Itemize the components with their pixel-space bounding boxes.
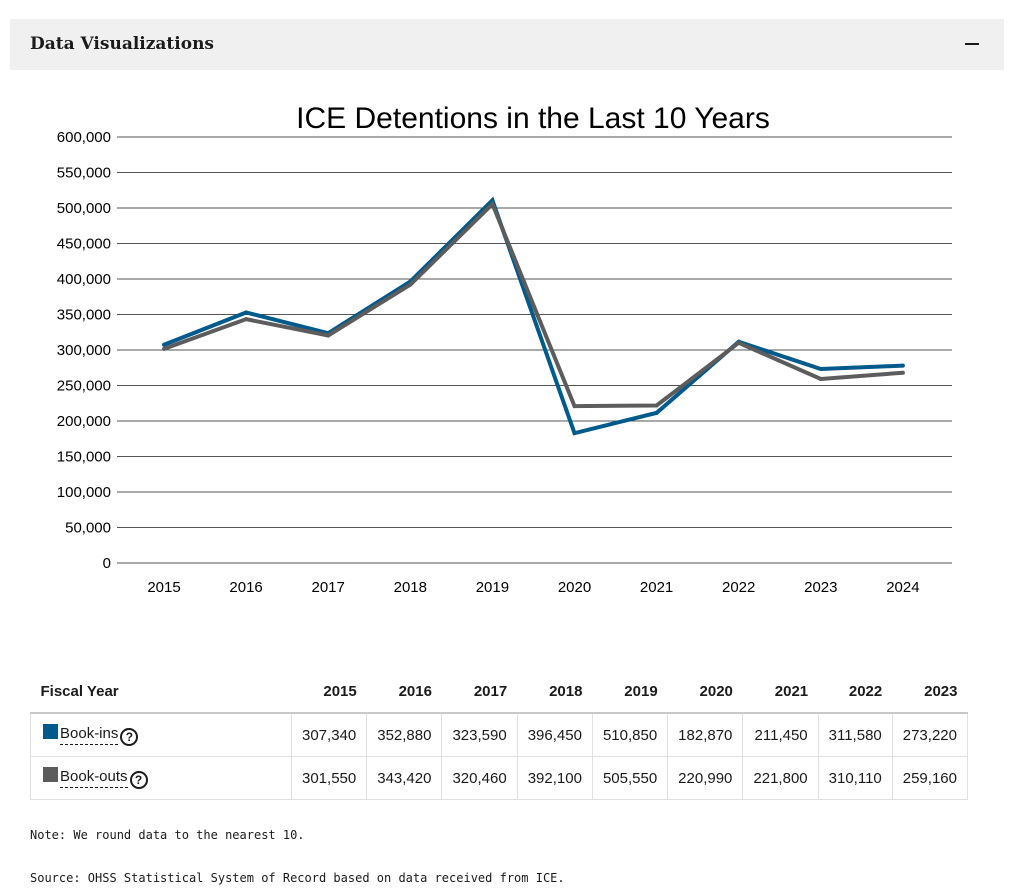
series-line-book-ins[interactable] <box>163 196 903 436</box>
y-tick-label: 550,000 <box>57 165 111 182</box>
data-point[interactable] <box>408 282 413 287</box>
data-point[interactable] <box>162 342 166 347</box>
x-tick-label: 2017 <box>312 579 345 596</box>
value-cell: 311,580 <box>817 712 893 757</box>
value-cell: 320,460 <box>441 756 518 800</box>
x-tick-label: 2020 <box>558 579 591 596</box>
data-point[interactable] <box>736 340 741 345</box>
data-point[interactable] <box>654 410 659 415</box>
value-cell: 396,450 <box>516 712 593 757</box>
x-tick-label: 2021 <box>640 579 673 596</box>
value-cell: 343,420 <box>366 756 443 800</box>
line-chart: ICE Detentions in the Last 10 Years 0 50,… <box>57 102 952 596</box>
x-tick-label: 2019 <box>476 579 509 596</box>
table-row: Book-outs? 301,550 343,420 320,460 392,100 50… <box>30 756 968 800</box>
table-row: Book-ins? 307,340 352,880 323,590 396,450 510… <box>30 712 968 757</box>
data-point[interactable] <box>818 376 823 381</box>
value-cell: 221,800 <box>742 756 819 800</box>
minus-icon[interactable] <box>965 43 979 45</box>
year-header: 2020 <box>699 682 733 700</box>
data-point[interactable] <box>818 367 823 372</box>
year-header: 2015 <box>323 682 357 700</box>
data-point[interactable] <box>900 370 905 375</box>
y-tick-label: 300,000 <box>57 342 111 359</box>
year-header: 2021 <box>774 682 809 700</box>
y-tick-label: 200,000 <box>57 413 111 430</box>
data-point[interactable] <box>654 403 659 408</box>
y-tick-label: 50,000 <box>65 520 111 537</box>
legend-swatch <box>43 724 58 739</box>
x-tick-label: 2016 <box>229 579 262 596</box>
rounding-note: Note: We round data to the nearest 10. <box>30 828 305 842</box>
value-cell: 392,100 <box>516 756 593 800</box>
year-header: 2022 <box>848 682 883 700</box>
table-header-row: Fiscal Year 2015 2016 2017 2018 2019 2020 2021… <box>31 670 968 713</box>
value-cell: 352,880 <box>366 712 443 757</box>
data-point[interactable] <box>572 404 577 409</box>
year-header: 2023 <box>924 682 958 700</box>
value-cell: 310,110 <box>817 756 893 800</box>
year-header: 2019 <box>624 682 658 700</box>
x-tick-label: 2015 <box>147 579 180 596</box>
series-name[interactable]: Book-ins <box>60 725 119 745</box>
y-tick-label: 400,000 <box>57 271 111 288</box>
y-tick-label: 100,000 <box>57 484 111 501</box>
value-cell: 259,160 <box>891 756 968 800</box>
fiscal-year-header: Fiscal Year <box>40 682 119 700</box>
row-label-cell: Book-ins? <box>30 712 292 757</box>
data-table: Fiscal Year 2015 2016 2017 2018 2019 2020 2021… <box>30 670 968 800</box>
x-tick-label: 2018 <box>394 579 427 596</box>
y-tick-label: 600,000 <box>57 129 111 146</box>
data-point[interactable] <box>326 333 331 338</box>
value-cell: 505,550 <box>591 756 669 800</box>
chart-title: ICE Detentions in the Last 10 Years <box>296 102 770 135</box>
section-title: Data Visualizations <box>30 34 215 54</box>
year-header: 2016 <box>398 682 432 700</box>
data-point[interactable] <box>162 346 166 351</box>
y-tick-label: 150,000 <box>57 449 111 466</box>
year-header: 2018 <box>549 682 583 700</box>
help-icon[interactable]: ? <box>120 728 139 746</box>
value-cell: 220,990 <box>667 756 744 800</box>
data-point[interactable] <box>490 202 495 207</box>
data-point[interactable] <box>900 363 905 368</box>
x-tick-label: 2024 <box>886 579 919 596</box>
value-cell: 301,550 <box>290 756 368 800</box>
value-cell: 211,450 <box>742 712 819 757</box>
value-cell: 182,870 <box>667 712 744 757</box>
y-tick-label: 350,000 <box>57 307 111 324</box>
data-table-container[interactable]: Fiscal Year 2015 2016 2017 2018 2019 2020 2021… <box>30 670 984 800</box>
y-tick-label: 500,000 <box>57 200 111 217</box>
year-header: 2017 <box>473 682 508 700</box>
value-cell: 323,590 <box>441 712 518 757</box>
legend-swatch <box>43 767 58 782</box>
help-icon[interactable]: ? <box>129 771 148 789</box>
row-label-cell: Book-outs? <box>30 756 292 800</box>
data-point[interactable] <box>244 317 249 322</box>
y-tick-label: 0 <box>103 555 111 572</box>
value-cell: 307,340 <box>290 712 368 757</box>
accordion-header[interactable]: Data Visualizations <box>10 19 1004 70</box>
y-tick-label: 250,000 <box>57 378 111 395</box>
data-point[interactable] <box>244 310 249 315</box>
value-cell: 273,220 <box>891 712 968 757</box>
x-tick-label: 2022 <box>722 579 755 596</box>
x-tick-label: 2023 <box>804 579 837 596</box>
series-line-book-outs[interactable] <box>163 200 904 409</box>
data-point[interactable] <box>572 431 577 436</box>
y-tick-label: 450,000 <box>57 236 111 253</box>
value-cell: 510,850 <box>591 712 669 757</box>
source-note: Source: OHSS Statistical System of Recor… <box>30 871 565 885</box>
series-name[interactable]: Book-outs <box>60 768 128 788</box>
